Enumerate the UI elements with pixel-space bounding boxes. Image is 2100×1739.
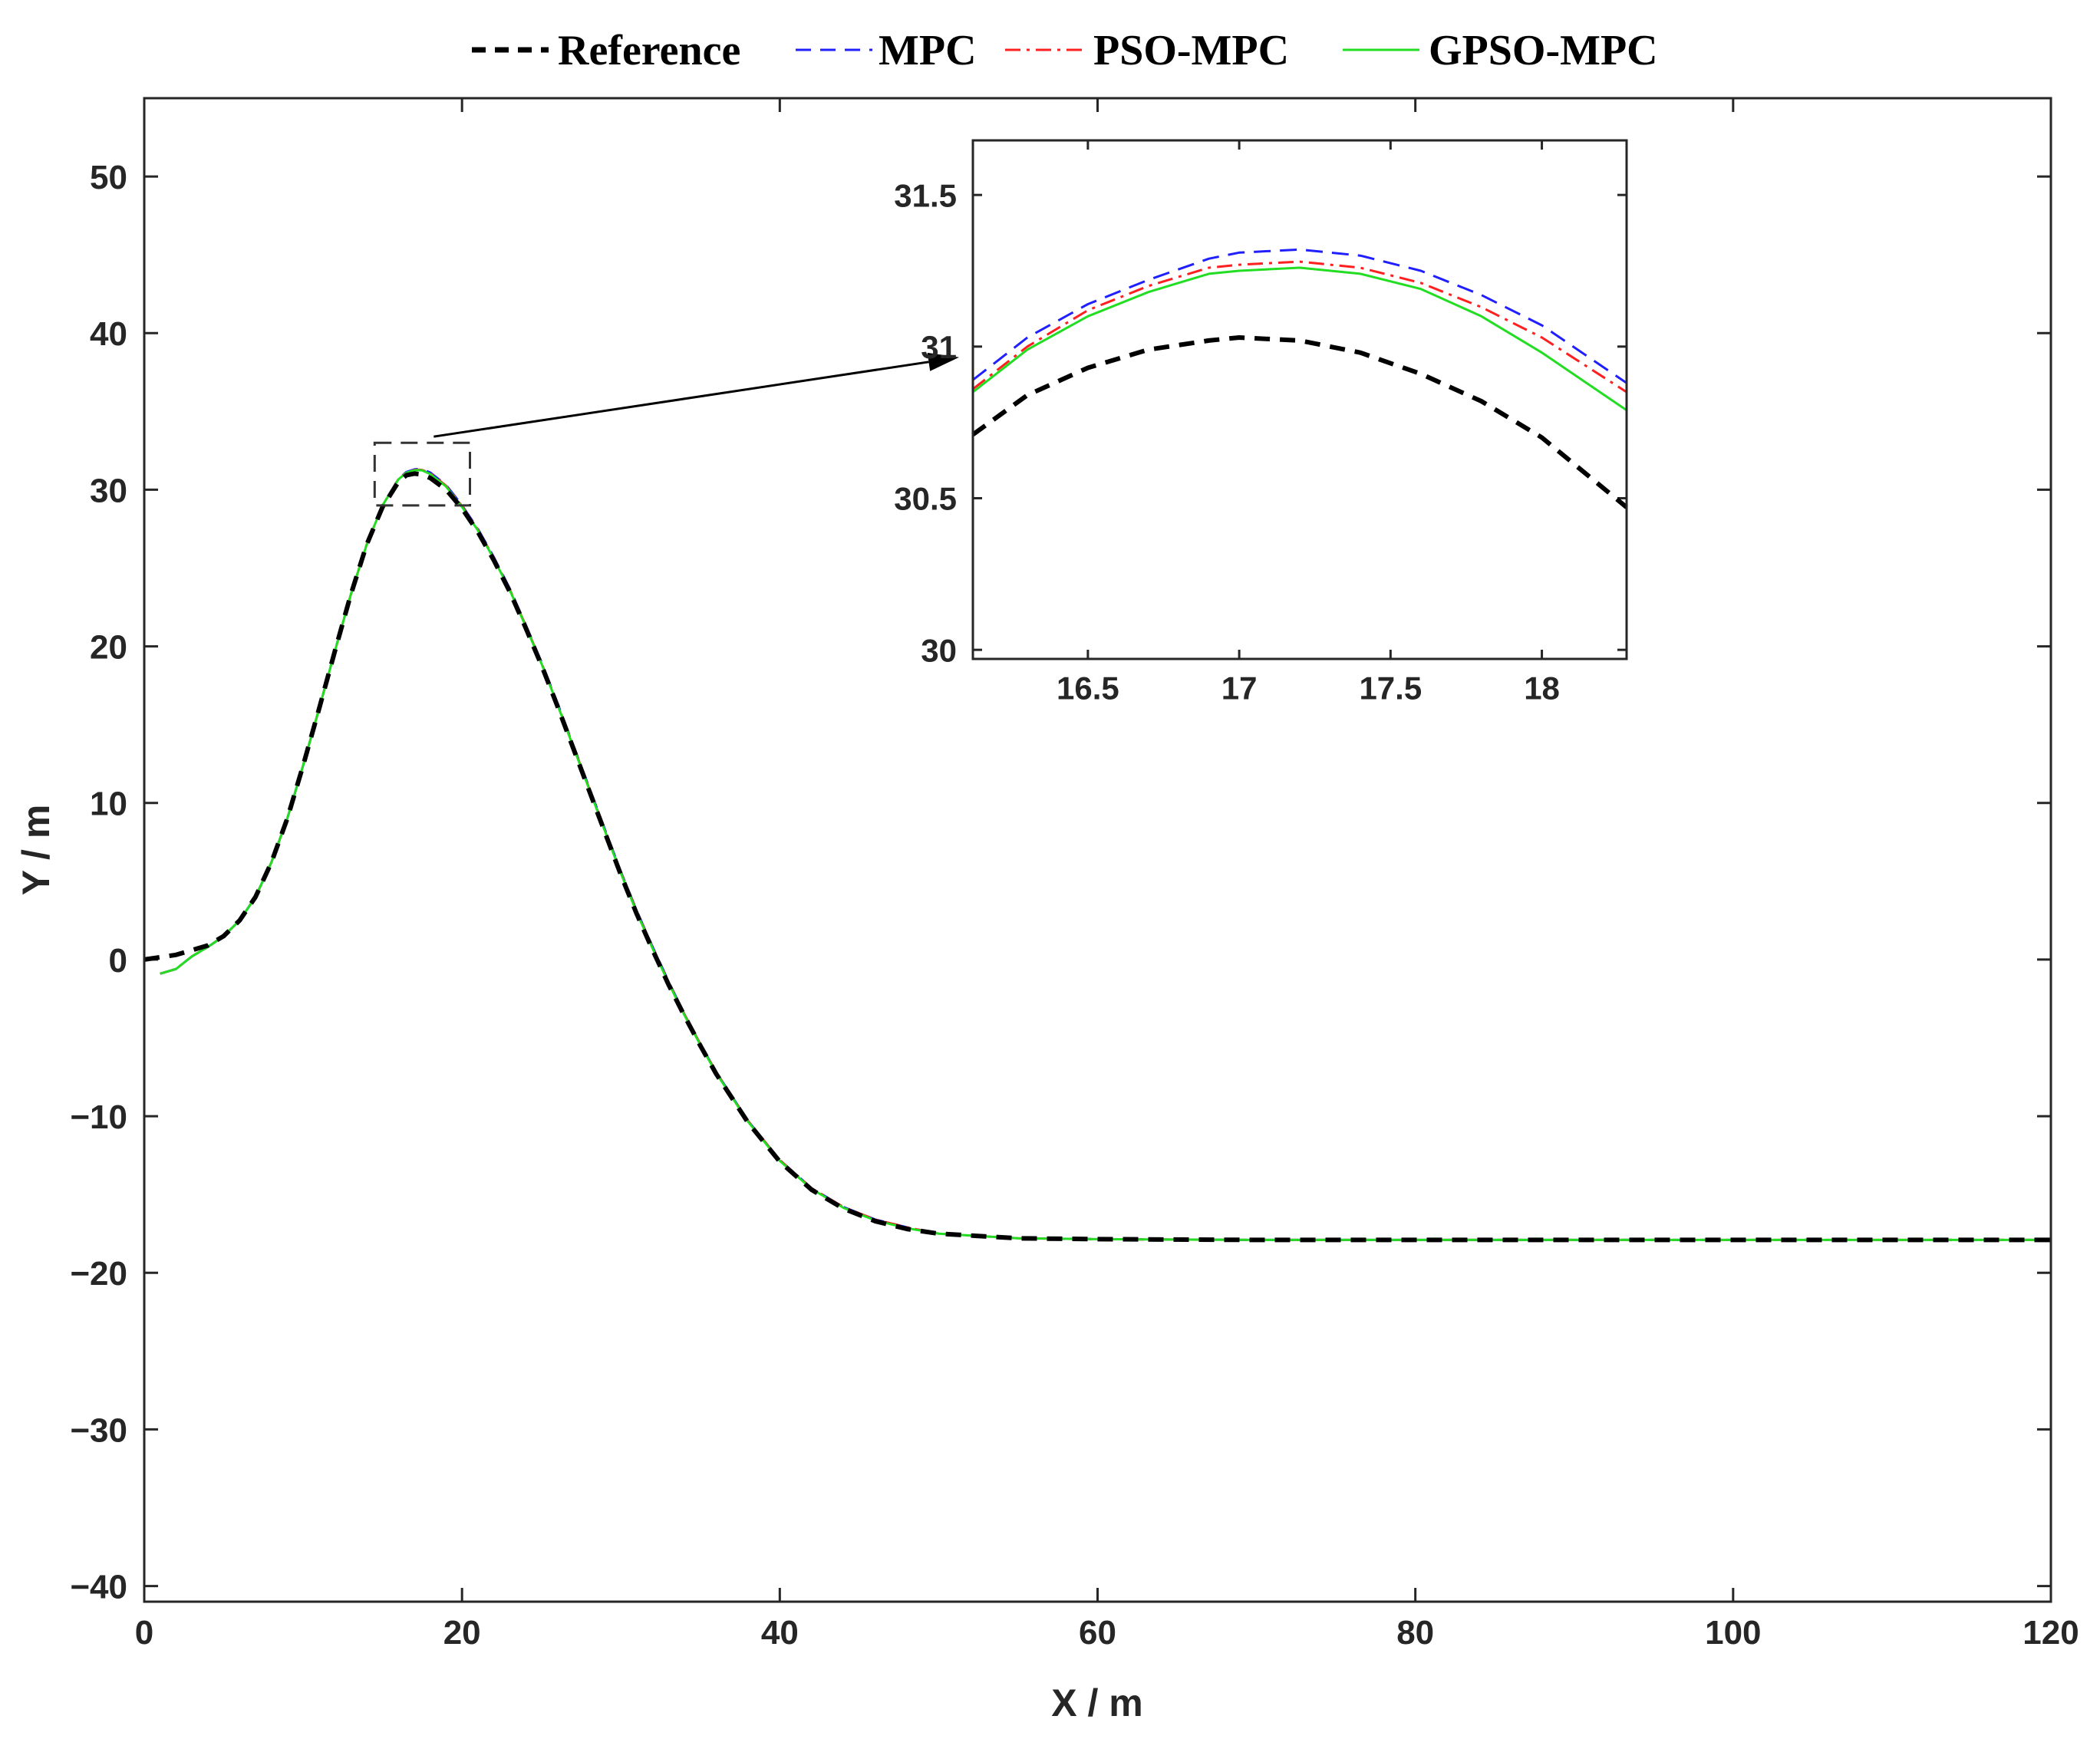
main-tick-labels: 0 20 40 60 80 100 120 −40 −30 −20 −10 0 10 20 30 40 50 [70,159,2079,1652]
inset-plot-frame [971,139,1628,660]
inset-y-tick-label: 31.5 [894,177,957,213]
x-axis-label: X / m [1051,1681,1142,1724]
inset-y-tick-label: 30 [921,632,957,668]
inset-y-tick-label: 30.5 [894,481,957,517]
main-y-tick-label: 10 [90,786,127,823]
main-x-tick-label: 80 [1396,1614,1434,1652]
legend-label-gpso-mpc: GPSO-MPC [1429,27,1658,74]
inset-x-tick-label: 17 [1221,670,1258,706]
inset-ticks [973,140,1627,659]
legend: Reference MPC PSO-MPC GPSO-MPC [472,27,1658,74]
inset-x-tick-label: 18 [1524,670,1560,706]
main-line-reference [143,471,2051,1243]
main-x-tick-label: 100 [1705,1614,1761,1652]
main-y-tick-label: −20 [70,1255,127,1293]
inset-x-tick-label: 16.5 [1057,670,1119,706]
main-x-tick-label: 120 [2023,1614,2079,1652]
inset-background [973,140,1627,659]
legend-label-pso-mpc: PSO-MPC [1093,27,1289,74]
inset-line-mpc [972,248,1627,384]
legend-label-mpc: MPC [879,27,977,74]
main-y-tick-label: 20 [90,628,127,666]
main-x-tick-label: 60 [1079,1614,1116,1652]
inset-line-pso-mpc [972,260,1627,394]
inset-x-tick-label: 17.5 [1359,670,1422,706]
main-x-tick-label: 20 [443,1614,481,1652]
main-y-tick-label: −10 [70,1098,127,1136]
main-x-tick-label: 40 [761,1614,799,1652]
main-y-tick-label: −40 [70,1568,127,1606]
inset-series-lines [971,248,1628,509]
inset-tick-labels: 16.5 17 17.5 18 30 30.5 31 31.5 [894,177,1560,706]
zoom-pointer-arrowhead [927,352,959,371]
y-axis-label: Y / m [15,805,58,896]
main-x-tick-label: 0 [135,1614,153,1652]
main-y-tick-label: 0 [109,942,127,980]
zoom-pointer-arrow [434,361,929,438]
main-series-lines [143,468,2051,1243]
inset-axes: 16.5 17 17.5 18 30 30.5 31 31.5 [894,139,1628,706]
main-y-tick-label: 40 [90,315,127,353]
main-y-tick-label: −30 [70,1411,127,1449]
legend-label-reference: Reference [558,27,740,74]
main-plot-frame [143,97,2052,1603]
main-y-tick-label: 30 [90,472,127,509]
inset-line-gpso-mpc [972,266,1627,412]
inset-y-tick-label: 31 [921,329,957,365]
main-y-tick-label: 50 [90,159,127,196]
inset-line-reference [971,335,1628,509]
main-axes: 0 20 40 60 80 100 120 −40 −30 −20 −10 0 10 20 30 40 50 X… [15,97,2079,1724]
